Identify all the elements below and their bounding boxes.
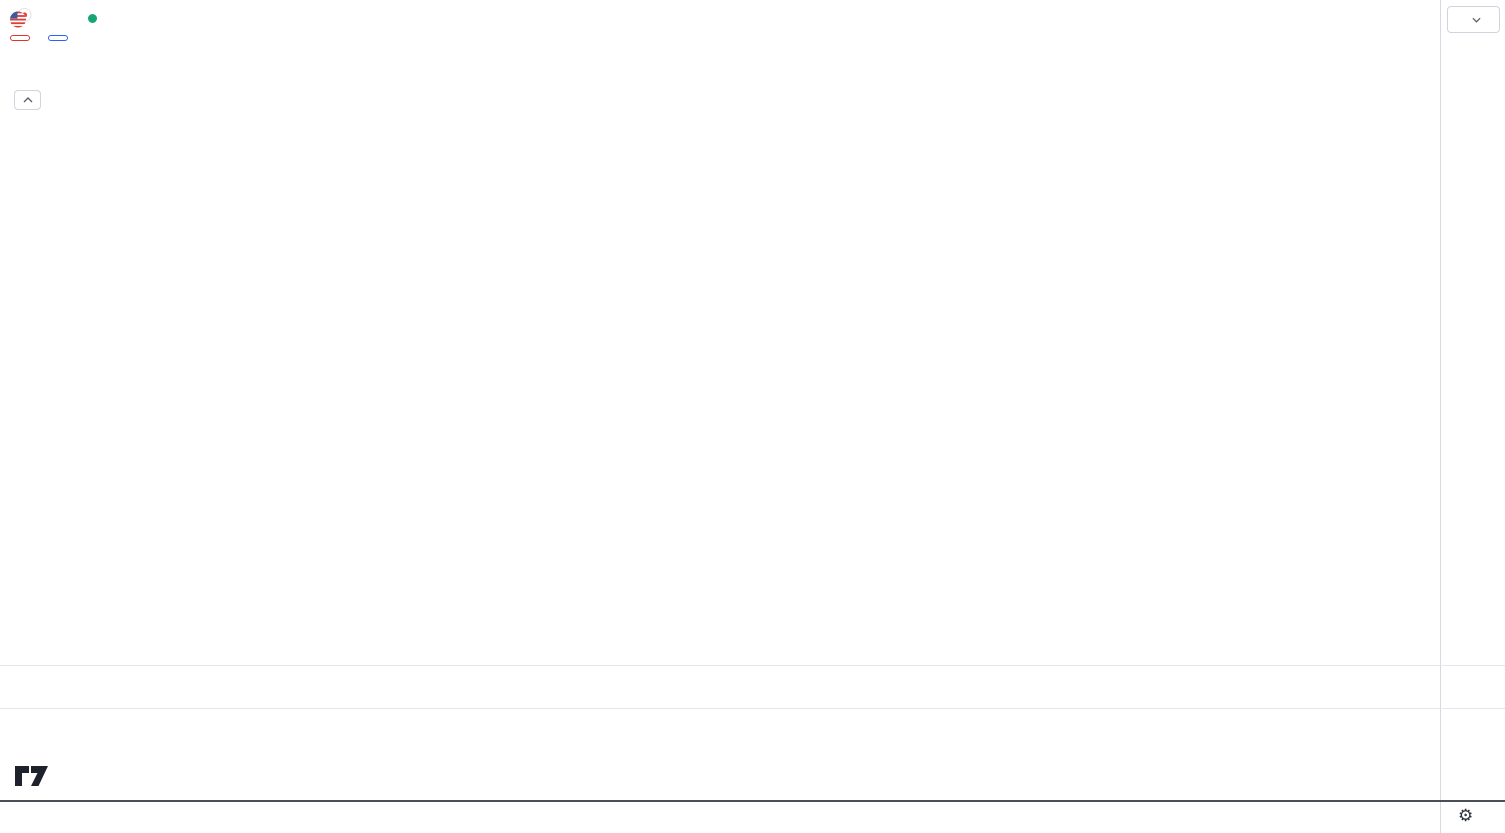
buy-button[interactable] <box>48 35 68 41</box>
main-chart[interactable] <box>0 0 1440 800</box>
sell-button[interactable] <box>10 35 30 41</box>
time-axis-border <box>0 800 1505 802</box>
chart-canvas[interactable] <box>0 0 1440 800</box>
time-axis[interactable] <box>0 802 1505 833</box>
chevron-up-icon <box>23 97 32 103</box>
usdjpy-pair-icon <box>10 8 32 28</box>
market-open-dot-icon <box>88 13 97 23</box>
pane-separator-atr[interactable] <box>0 665 1505 666</box>
collapse-indicators-button[interactable] <box>14 90 41 110</box>
quote-bar <box>10 35 68 41</box>
axis-corner-separator <box>1440 802 1441 833</box>
currency-unit-button[interactable] <box>1447 6 1500 33</box>
price-axis[interactable] <box>1440 0 1505 800</box>
tradingview-logo-icon[interactable] <box>14 765 50 792</box>
axis-settings-gear-icon[interactable]: ⚙ <box>1458 806 1474 825</box>
chevron-down-icon <box>1471 17 1481 23</box>
pane-separator-cci[interactable] <box>0 708 1505 709</box>
